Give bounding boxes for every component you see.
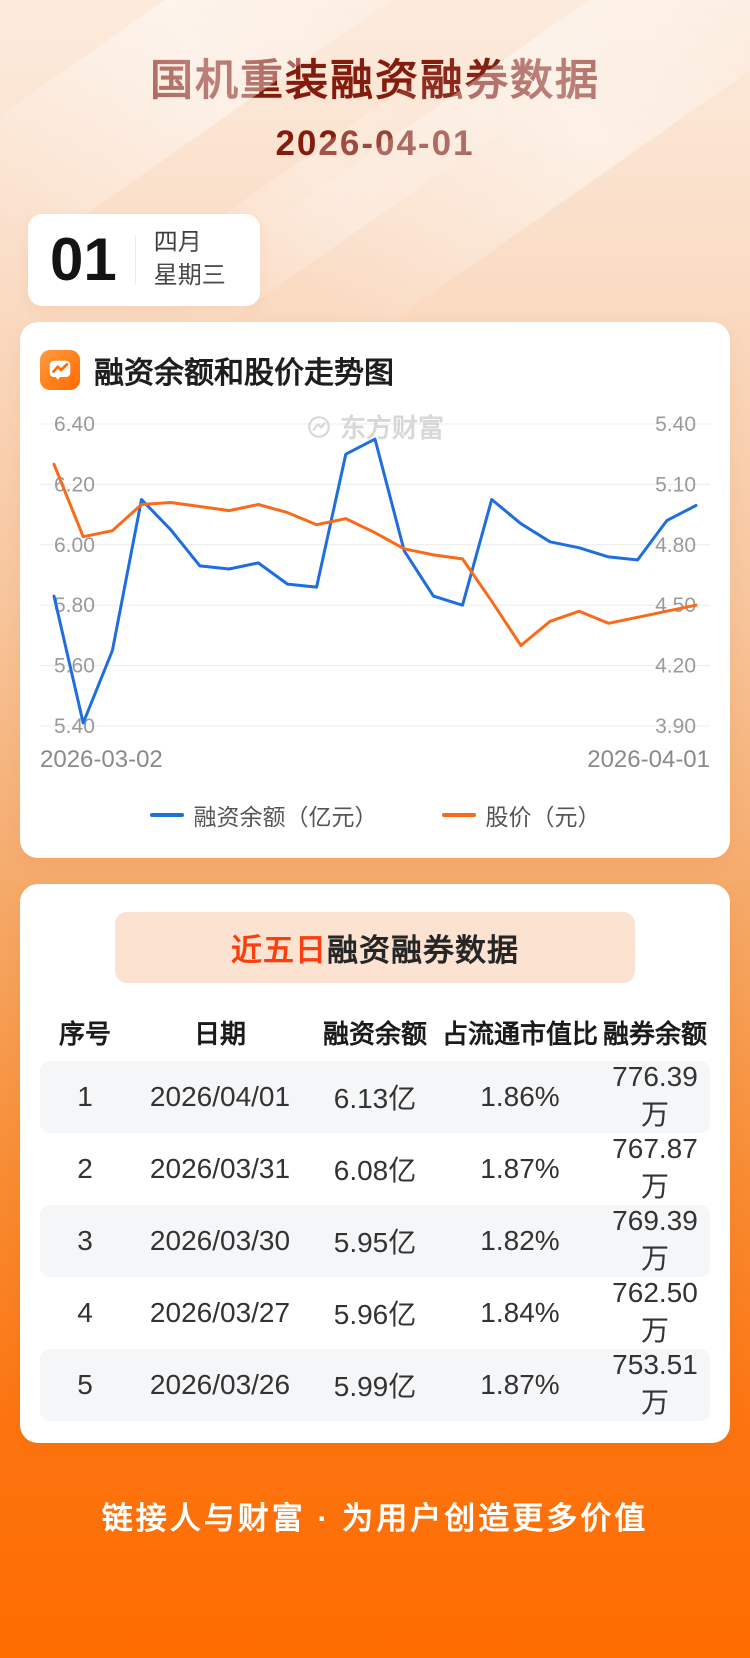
- table-cell: 2026/03/30: [149, 1225, 291, 1256]
- table-cell: 769.39万: [612, 1205, 698, 1274]
- table-row: 4 2026/03/27 5.96亿 1.84% 762.50万: [40, 1277, 710, 1349]
- weekday-label: 星期三: [153, 262, 226, 289]
- svg-text:5.40: 5.40: [655, 413, 696, 436]
- chart-card: 融资余额和股价走势图 6.40 5.40 6.20 5.10 6.00 4.80 5.80 4…: [20, 322, 730, 858]
- svg-text:4.80: 4.80: [655, 534, 696, 557]
- svg-text:4.20: 4.20: [655, 655, 696, 678]
- svg-text:5.10: 5.10: [655, 473, 696, 496]
- table-cell: 4: [77, 1297, 93, 1328]
- table-cell: 2026/03/27: [149, 1297, 291, 1328]
- month-label: 四月: [153, 229, 202, 257]
- page-title: 国机重装融资融券数据: [150, 57, 600, 105]
- table-cell: 1.87%: [480, 1153, 560, 1184]
- svg-text:6.40: 6.40: [54, 413, 95, 436]
- legend-swatch: [441, 813, 476, 817]
- x-axis-end-label: 2026-04-01: [587, 746, 710, 773]
- table-cell: 1.87%: [480, 1369, 560, 1400]
- table-cell: 6.08亿: [333, 1155, 417, 1186]
- table-cell: 776.39万: [612, 1061, 698, 1130]
- line-chart-svg: 6.40 5.406.20 5.106.00 4.805.80 4.505.60 4.20…: [40, 413, 710, 738]
- svg-text:3.90: 3.90: [655, 715, 696, 738]
- table-cell: 762.50万: [612, 1277, 698, 1346]
- table-row: 5 2026/03/26 5.99亿 1.87% 753.51万: [40, 1349, 710, 1421]
- table-cell: 6.13亿: [333, 1083, 417, 1114]
- table-title-rest: 融资融券数据: [327, 933, 519, 968]
- table-cell: 2: [77, 1153, 93, 1184]
- page-date: 2026-04-01: [275, 124, 475, 163]
- table-cell: 1.84%: [480, 1297, 560, 1328]
- table-title-highlight: 近五日: [231, 933, 327, 968]
- table-cell: 5: [77, 1369, 93, 1400]
- table-card: 近五日融资融券数据 序号 日期 融资余额 占流通市值比 融券余额 1 2026/04/01 6…: [20, 884, 730, 1443]
- column-header: 序号: [58, 1018, 111, 1049]
- line-chart: 6.40 5.40 6.20 5.10 6.00 4.80 5.80 4.50 5.60 4.20…: [40, 408, 710, 742]
- table-cell: 5.95亿: [333, 1227, 417, 1258]
- table-cell: 1.86%: [480, 1081, 560, 1112]
- chart-card-header: 融资余额和股价走势图: [40, 348, 710, 392]
- footer-slogan: 链接人与财富 · 为用户创造更多价值: [101, 1501, 649, 1536]
- svg-text:6.00: 6.00: [54, 534, 95, 557]
- column-header: 日期: [193, 1018, 246, 1049]
- line-chart-icon: [40, 350, 80, 390]
- table-row: 3 2026/03/30 5.95亿 1.82% 769.39万: [40, 1205, 710, 1277]
- legend-label: 股价（元）: [485, 804, 601, 830]
- date-card-divider: [134, 235, 136, 285]
- date-card-meta: 四月 星期三: [154, 229, 226, 291]
- chart-title: 融资余额和股价走势图: [94, 357, 394, 390]
- legend-swatch: [149, 813, 184, 817]
- column-header: 占流通市值比: [441, 1018, 598, 1049]
- day-number: 01: [50, 226, 117, 293]
- table-title-pill: 近五日融资融券数据: [115, 912, 635, 983]
- svg-text:5.80: 5.80: [54, 594, 95, 617]
- legend-label: 融资余额（亿元）: [193, 804, 378, 830]
- table-cell: 753.51万: [612, 1349, 698, 1418]
- table-header-row: 序号 日期 融资余额 占流通市值比 融券余额: [40, 1003, 710, 1061]
- date-card: 01 四月 星期三: [28, 214, 260, 306]
- table-cell: 2026/04/01: [149, 1081, 291, 1112]
- legend-item: 股价（元）: [441, 798, 601, 832]
- table-cell: 1: [77, 1081, 93, 1112]
- svg-text:5.40: 5.40: [54, 715, 95, 738]
- table-cell: 2026/03/26: [149, 1369, 291, 1400]
- table-cell: 5.96亿: [333, 1299, 417, 1330]
- column-header: 融资余额: [322, 1018, 427, 1049]
- legend-item: 融资余额（亿元）: [149, 798, 378, 832]
- column-header: 融券余额: [602, 1018, 707, 1049]
- x-axis-labels: 2026-03-02 2026-04-01: [40, 746, 710, 774]
- svg-text:5.60: 5.60: [54, 655, 95, 678]
- table-cell: 3: [77, 1225, 93, 1256]
- table-cell: 2026/03/31: [149, 1153, 291, 1184]
- table-cell: 1.82%: [480, 1225, 560, 1256]
- table-row: 2 2026/03/31 6.08亿 1.87% 767.87万: [40, 1133, 710, 1205]
- table-cell: 767.87万: [612, 1133, 698, 1202]
- x-axis-start-label: 2026-03-02: [40, 746, 163, 773]
- table-cell: 5.99亿: [333, 1371, 417, 1402]
- chart-legend: 融资余额（亿元） 股价（元）: [40, 798, 710, 832]
- table-row: 1 2026/04/01 6.13亿 1.86% 776.39万: [40, 1061, 710, 1133]
- data-table: 序号 日期 融资余额 占流通市值比 融券余额 1 2026/04/01 6.13亿 1.86% 7…: [40, 1003, 710, 1421]
